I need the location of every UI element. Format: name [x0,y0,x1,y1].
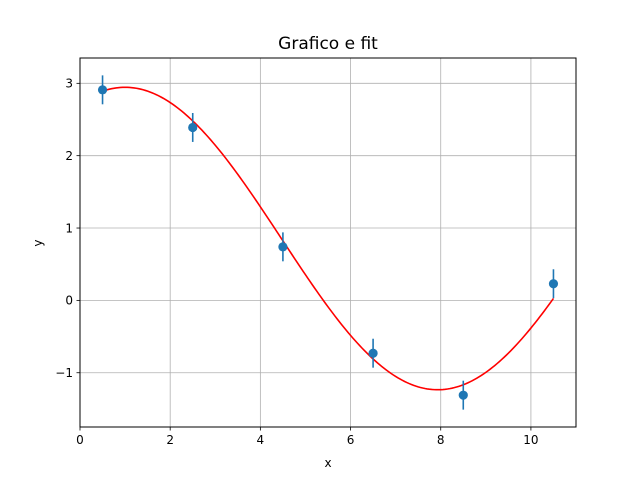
fit-curve [102,86,555,391]
data-point [97,85,108,95]
x-axis-label: x [324,456,331,470]
grid [79,58,576,427]
y-tick-label: 2 [65,149,73,163]
y-axis-ticks: −1 0 1 2 3 [55,77,80,380]
data-point [188,122,198,133]
x-tick-label: 4 [257,433,265,447]
plot-frame [79,57,577,428]
x-axis-ticks: 0 2 4 6 8 10 [76,427,539,447]
x-tick-label: 6 [347,433,355,447]
data-point [368,348,378,358]
x-tick-label: 2 [166,433,174,447]
data-point [458,390,468,400]
chart-title: Grafico e fit [278,34,378,54]
y-axis-label: y [31,239,45,246]
plot-area [80,58,576,427]
data-point [278,242,288,252]
data-points-layer [97,75,559,410]
x-tick-label: 10 [523,433,538,447]
y-tick-label: 3 [65,77,73,91]
x-tick-label: 8 [437,433,445,447]
fit-layer [102,86,555,391]
y-tick-label: 0 [65,294,73,308]
x-tick-label: 0 [76,433,84,447]
y-tick-label: 1 [65,221,73,235]
y-tick-label: −1 [55,366,73,380]
data-point [548,279,559,289]
